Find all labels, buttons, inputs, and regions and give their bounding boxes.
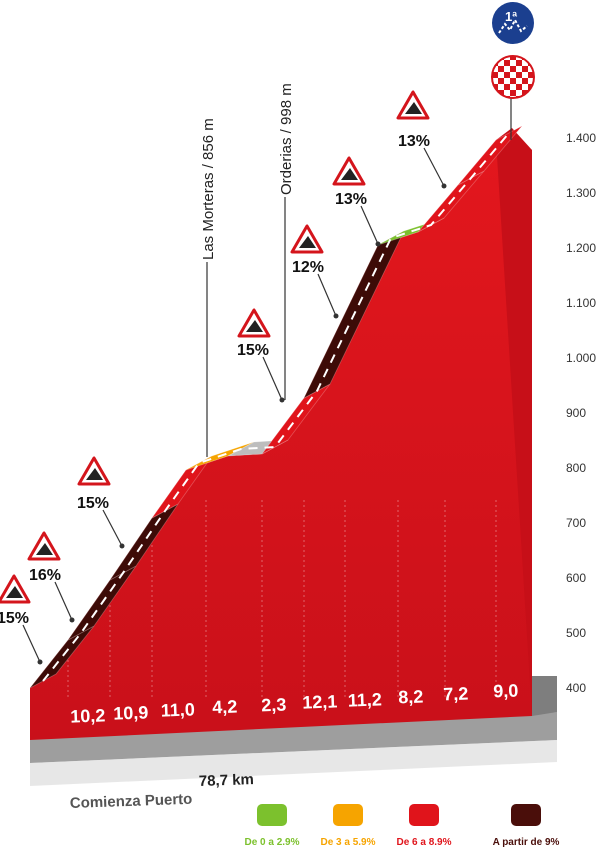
segment-gradient-label: 9,0 <box>493 681 519 702</box>
y-axis: 400 500 600 700 800 900 1.000 1.100 1.200 1.300 1.… <box>566 131 596 695</box>
profile-base <box>30 676 557 786</box>
legend: De 0 a 2.9% De 3 a 5.9% De 6 a 8.9% A parti… <box>244 804 560 848</box>
segment-gradient-label: 10,2 <box>70 705 106 726</box>
ramp-marker: 15% <box>0 574 43 665</box>
segment-gradient-label: 10,9 <box>113 702 149 723</box>
ramp-marker: 13% <box>396 90 447 189</box>
y-tick-label: 1.000 <box>566 351 596 365</box>
segment-gradient-label: 11,2 <box>347 689 382 710</box>
segment-gradient-label: 11,0 <box>160 699 195 720</box>
ramp-percentage-label: 15% <box>0 610 29 627</box>
legend-entry: De 6 a 8.9% <box>396 804 452 848</box>
ramp-marker: 12% <box>290 224 339 319</box>
finish-checkered-icon <box>491 55 535 99</box>
ramp-percentage-label: 15% <box>237 342 269 359</box>
ramp-percentage-label: 12% <box>292 259 324 276</box>
y-tick-label: 1.400 <box>566 131 596 145</box>
y-tick-label: 800 <box>566 461 586 475</box>
y-tick-label: 1.300 <box>566 186 596 200</box>
segment-gradient-label: 2,3 <box>261 695 287 716</box>
legend-label: De 6 a 8.9% <box>396 837 451 848</box>
segment-gradient-label: 8,2 <box>398 687 424 708</box>
legend-entry: De 3 a 5.9% <box>320 804 376 848</box>
y-tick-label: 1.200 <box>566 241 596 255</box>
start-annotation: Comienza Puerto 78,7 km <box>70 771 255 812</box>
start-label: Comienza Puerto <box>70 791 193 812</box>
legend-label: De 0 a 2.9% <box>244 837 299 848</box>
ramp-markers: 15% 16% 15% 15% 12% 13% 13% <box>0 90 447 665</box>
ramp-percentage-label: 16% <box>29 567 61 584</box>
y-tick-label: 900 <box>566 406 586 420</box>
ramp-percentage-label: 13% <box>335 191 367 208</box>
y-tick-label: 700 <box>566 516 586 530</box>
legend-entry: A partir de 9% <box>493 804 560 848</box>
y-tick-label: 500 <box>566 626 586 640</box>
waypoint-label-las-morteras: Las Morteras / 856 m <box>200 118 217 260</box>
waypoint-orderias: Orderias / 998 m <box>278 83 295 400</box>
ramp-percentage-label: 13% <box>398 133 430 150</box>
ramp-marker: 13% <box>332 156 381 247</box>
legend-swatch <box>333 804 363 826</box>
ramp-marker: 16% <box>27 531 75 623</box>
summit-marker: 1ª <box>491 2 535 140</box>
ribbon-segment <box>457 125 523 186</box>
segment-gradient-label: 4,2 <box>212 697 238 718</box>
y-tick-label: 400 <box>566 681 586 695</box>
legend-label: De 3 a 5.9% <box>320 837 375 848</box>
y-tick-label: 600 <box>566 571 586 585</box>
legend-swatch <box>409 804 439 826</box>
y-tick-label: 1.100 <box>566 296 596 310</box>
legend-entry: De 0 a 2.9% <box>244 804 300 848</box>
legend-swatch <box>511 804 541 826</box>
legend-label: A partir de 9% <box>493 837 560 848</box>
category-badge: 1ª <box>505 9 517 24</box>
segment-gradient-label: 12,1 <box>302 691 338 712</box>
segment-gradient-label: 7,2 <box>443 684 469 705</box>
ramp-marker: 15% <box>77 456 125 549</box>
ramp-percentage-label: 15% <box>77 495 109 512</box>
waypoint-label-orderias: Orderias / 998 m <box>278 83 295 195</box>
start-km: 78,7 km <box>199 771 255 790</box>
ramp-marker: 15% <box>237 308 285 403</box>
segment-gradient-labels: 10,2 10,9 11,0 4,2 2,3 12,1 11,2 8,2 7,2 9,0 <box>70 681 519 727</box>
waypoint-las-morteras: Las Morteras / 856 m <box>200 118 217 457</box>
legend-swatch <box>257 804 287 826</box>
